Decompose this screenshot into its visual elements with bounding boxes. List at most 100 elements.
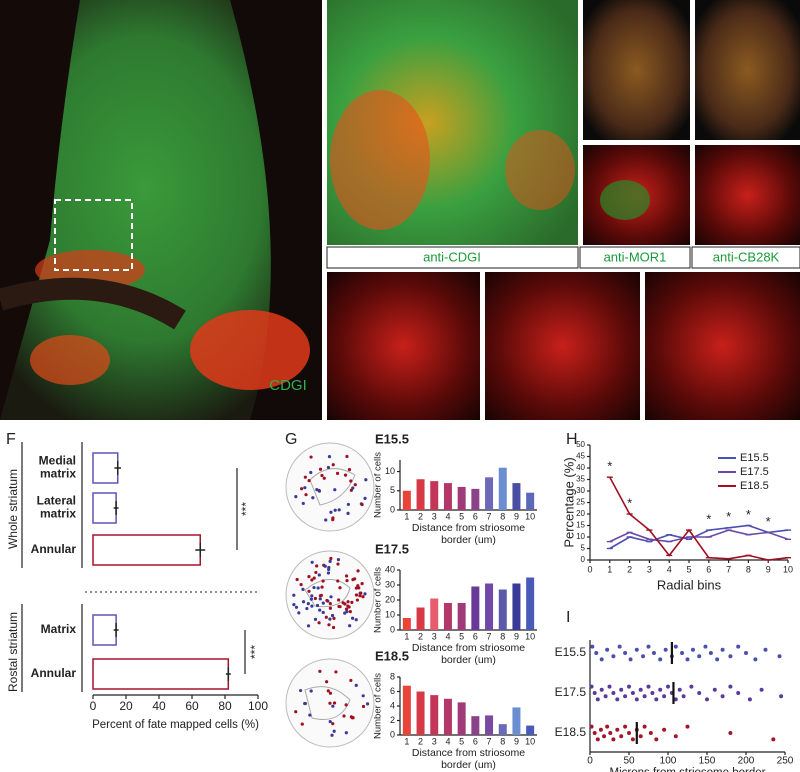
diagram-cell (329, 510, 333, 514)
group-label: Whole striatum (6, 469, 20, 549)
diagram-cell (317, 489, 322, 493)
diagram-cell (354, 593, 359, 597)
diagram-cell (337, 508, 341, 512)
x-axis-label: Percent of fate mapped cells (%) (92, 719, 259, 731)
diagram-cell (350, 716, 354, 720)
micrographs: CDGI anti-CDGI anti-MOR1 anti-CB28K (0, 0, 800, 420)
diagram-cell (299, 487, 304, 491)
diagram-cell (325, 680, 329, 684)
x-tick-label: 60 (185, 699, 199, 713)
x-axis-label: Microns from striosome border (610, 767, 766, 772)
x-tick-label: 100 (248, 699, 268, 713)
diagram-cell (343, 473, 348, 477)
bar (416, 607, 425, 630)
diagram-cell (300, 722, 304, 726)
dot (753, 657, 758, 662)
diagram-cell (309, 470, 313, 475)
x-tick-label: 6 (706, 564, 711, 574)
y-tick-label: 0 (390, 504, 395, 514)
bar (416, 479, 425, 510)
dot (705, 697, 709, 702)
diagram-circle (285, 442, 375, 532)
dot (685, 657, 690, 662)
bar (92, 658, 230, 690)
dot (771, 737, 776, 742)
diagram-cell (303, 701, 307, 706)
x-tick-label: 250 (777, 756, 794, 767)
dot (662, 694, 667, 699)
y-tick-label: 15 (576, 521, 585, 530)
dot (607, 684, 612, 689)
micrograph (645, 272, 800, 420)
diagram-cell (326, 689, 330, 693)
diagram-cell (343, 611, 347, 615)
dot (605, 724, 610, 729)
diagram-cell (317, 573, 321, 577)
diagram-cell (353, 577, 357, 581)
bar (457, 486, 466, 510)
diagram-cell (363, 496, 367, 500)
micrograph-region (330, 90, 430, 230)
diagram-cell (324, 518, 328, 522)
diagram-cell (328, 601, 332, 606)
dot (658, 657, 663, 662)
x-axis-label: Distance from striosome border (um) (412, 642, 525, 666)
diagram-cell (320, 473, 324, 478)
bar (512, 707, 521, 735)
diagram-cell (363, 592, 367, 596)
y-tick-label: 10 (385, 466, 395, 476)
dot (697, 691, 702, 695)
dot (623, 651, 628, 655)
x-tick-label: 2 (627, 564, 632, 574)
x-tick-label: 4 (445, 736, 450, 746)
x-tick-label: 150 (699, 756, 716, 767)
x-tick-label: 9 (514, 631, 519, 641)
x-tick-label: 1 (607, 564, 612, 574)
micrograph (485, 272, 640, 420)
micrograph-region (0, 277, 186, 330)
micrograph-region (30, 335, 110, 385)
dot (634, 697, 639, 702)
chart-title: E18.5 (375, 648, 409, 663)
diagram-cell (358, 594, 362, 598)
dot (708, 651, 713, 655)
diagram-cell (311, 496, 315, 500)
diagram-cell (331, 625, 336, 630)
bar (526, 577, 535, 630)
diagram-cell (310, 578, 314, 582)
y-tick-label: 20 (385, 594, 395, 604)
diagram-cell (298, 688, 303, 693)
x-tick-label: 1 (404, 736, 409, 746)
diagram-cell (328, 559, 332, 563)
diagram-cell (314, 570, 318, 575)
bar (498, 589, 507, 630)
dot (619, 687, 624, 692)
bar (498, 467, 507, 510)
significance-label: * (766, 514, 771, 529)
diagram-cell (325, 598, 329, 603)
bar (485, 583, 494, 630)
diagram-cell (310, 560, 314, 564)
diagram-cell (320, 585, 324, 589)
diagram-cell (295, 577, 299, 582)
y-axis-label: Percentage (%) (561, 457, 576, 547)
diagram-cell (337, 598, 341, 602)
dot (689, 684, 694, 689)
diagram-cell (301, 600, 306, 604)
bar (485, 477, 494, 510)
micrograph (583, 0, 690, 140)
dot (611, 691, 616, 695)
y-tick-label: 5 (390, 485, 395, 495)
dot (779, 694, 784, 699)
diagram-cell (294, 605, 299, 609)
x-tick-label: 8 (500, 736, 505, 746)
x-tick-label: 10 (783, 564, 793, 574)
diagram-cell (318, 467, 323, 471)
diagram-cell (347, 605, 351, 609)
label-bar (691, 246, 800, 269)
bar (92, 614, 117, 646)
dot (650, 691, 655, 695)
diagram-cell (328, 617, 332, 621)
diagram-cell (303, 475, 307, 479)
x-tick-label: 1 (404, 631, 409, 641)
